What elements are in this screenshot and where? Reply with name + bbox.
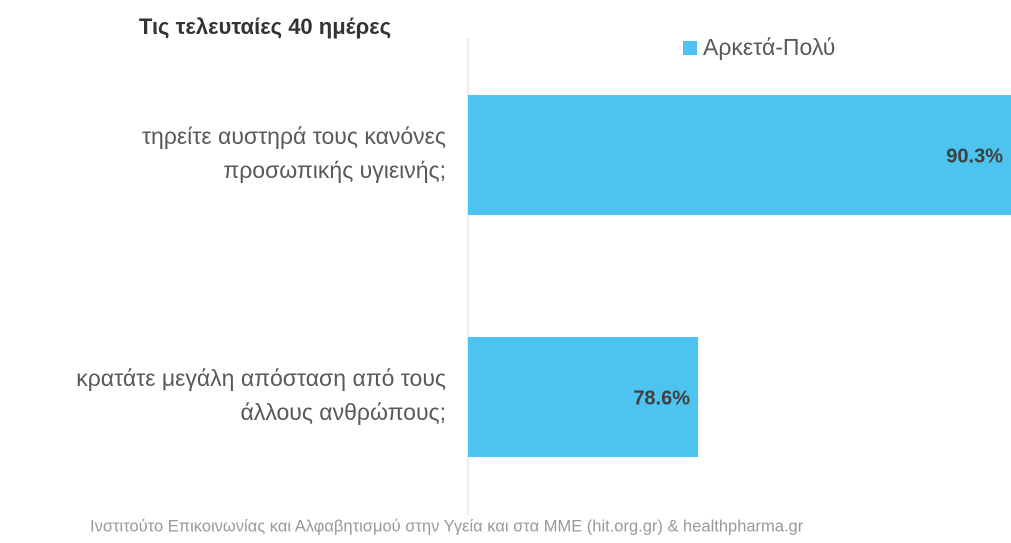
chart-title: Τις τελευταίες 40 ημέρες xyxy=(139,14,391,39)
category-label: τηρείτε αυστηρά τους κανόνες xyxy=(142,123,446,149)
legend-swatch xyxy=(683,41,697,55)
category-label: κρατάτε μεγάλη απόσταση από τους xyxy=(76,365,446,391)
source-note: Ινστιτούτο Επικοινωνίας και Αλφαβητισμού… xyxy=(90,517,804,535)
value-label: 90.3% xyxy=(946,145,1003,167)
category-label: προσωπικής υγιεινής; xyxy=(223,157,446,183)
value-label: 78.6% xyxy=(633,387,690,409)
bar xyxy=(468,337,699,457)
legend-label: Αρκετά-Πολύ xyxy=(703,34,835,60)
category-label: άλλους ανθρώπους; xyxy=(241,399,446,425)
bar xyxy=(468,95,1011,215)
